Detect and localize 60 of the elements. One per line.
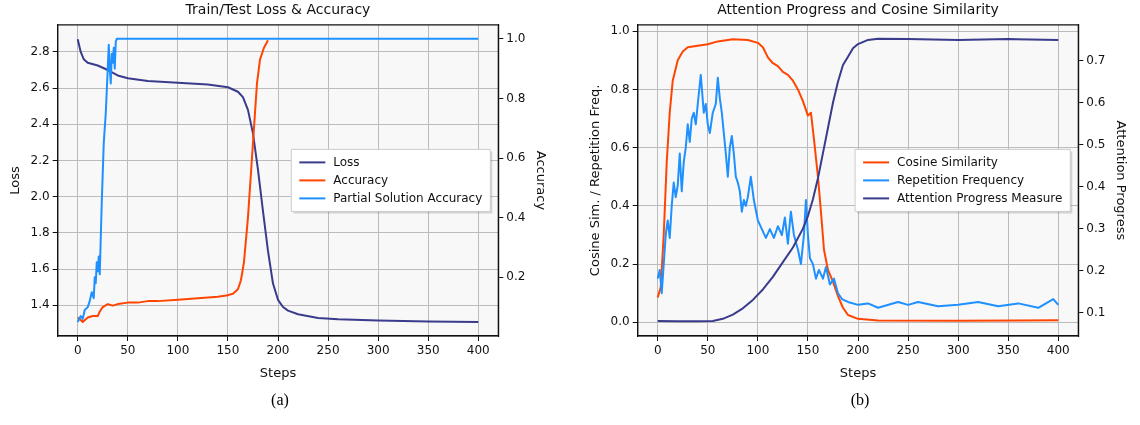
y-tick-label: 2.0 — [30, 188, 50, 203]
y2-tick-label: 0.8 — [506, 90, 526, 105]
legend-label: Accuracy — [333, 172, 389, 187]
y-tick-label: 1.6 — [30, 261, 50, 276]
y2-tick-label: 0.6 — [506, 150, 526, 165]
legend-label: Repetition Frequency — [897, 172, 1025, 187]
y2-tick-label: 0.2 — [1086, 262, 1106, 277]
y-tick-label: 0.8 — [610, 81, 630, 96]
legend-label: Loss — [333, 154, 360, 169]
y2-axis-title: Accuracy — [533, 150, 549, 211]
chart-title: Attention Progress and Cosine Similarity — [717, 1, 999, 18]
chart-title: Train/Test Loss & Accuracy — [184, 1, 371, 18]
y2-tick-label: 0.4 — [1086, 178, 1106, 193]
legend-label: Cosine Similarity — [897, 154, 998, 169]
y-tick-label: 0.2 — [610, 256, 630, 271]
y-axis-title: Loss — [7, 165, 23, 195]
x-tick-label: 250 — [316, 343, 340, 358]
x-tick-label: 350 — [996, 343, 1020, 358]
y2-tick-label: 0.4 — [506, 209, 526, 224]
x-tick-label: 200 — [846, 343, 870, 358]
x-tick-label: 400 — [466, 343, 490, 358]
y-axis-title: Cosine Sim. / Repetition Freq. — [587, 84, 603, 277]
y-tick-label: 2.8 — [30, 44, 50, 59]
y2-tick-label: 0.7 — [1086, 52, 1106, 67]
y2-tick-label: 0.2 — [506, 269, 526, 284]
y2-tick-label: 1.0 — [506, 30, 526, 45]
x-tick-label: 50 — [120, 343, 136, 358]
text: (b) — [850, 391, 870, 409]
y-tick-label: 0.4 — [610, 198, 630, 212]
x-axis-title: Steps — [839, 364, 877, 380]
y2-axis-title: Attention Progress — [1113, 120, 1129, 241]
y-tick-label: 2.4 — [30, 116, 50, 131]
y-tick-label: 0.0 — [610, 314, 630, 329]
x-tick-label: 300 — [366, 343, 390, 358]
x-tick-label: 100 — [746, 343, 770, 358]
y-tick-label: 2.2 — [30, 152, 50, 167]
legend-label: Partial Solution Accuracy — [333, 190, 483, 205]
legend-label: Attention Progress Measure — [897, 190, 1063, 205]
x-tick-label: 300 — [946, 343, 970, 358]
y-tick-label: 2.6 — [30, 80, 50, 95]
y-tick-label: 1.4 — [30, 297, 50, 312]
x-tick-label: 0 — [653, 343, 662, 358]
y2-tick-label: 0.3 — [1086, 220, 1106, 235]
x-tick-label: 50 — [700, 343, 716, 358]
y2-tick-label: 0.5 — [1086, 136, 1106, 151]
x-tick-label: 200 — [266, 343, 290, 358]
x-tick-label: 150 — [216, 343, 240, 358]
y2-tick-label: 0.6 — [1086, 94, 1106, 109]
x-axis-title: Steps — [259, 364, 297, 380]
text: (a) — [271, 391, 289, 409]
x-tick-label: 150 — [796, 343, 820, 358]
y-tick-label: 1.0 — [610, 23, 630, 38]
y2-tick-label: 0.1 — [1086, 304, 1106, 319]
x-tick-label: 0 — [73, 343, 82, 358]
y-tick-label: 1.8 — [30, 224, 50, 239]
x-tick-label: 100 — [166, 343, 190, 358]
x-tick-label: 250 — [896, 343, 920, 358]
x-tick-label: 350 — [416, 343, 440, 358]
y-tick-label: 0.6 — [610, 139, 630, 154]
x-tick-label: 400 — [1046, 343, 1070, 358]
